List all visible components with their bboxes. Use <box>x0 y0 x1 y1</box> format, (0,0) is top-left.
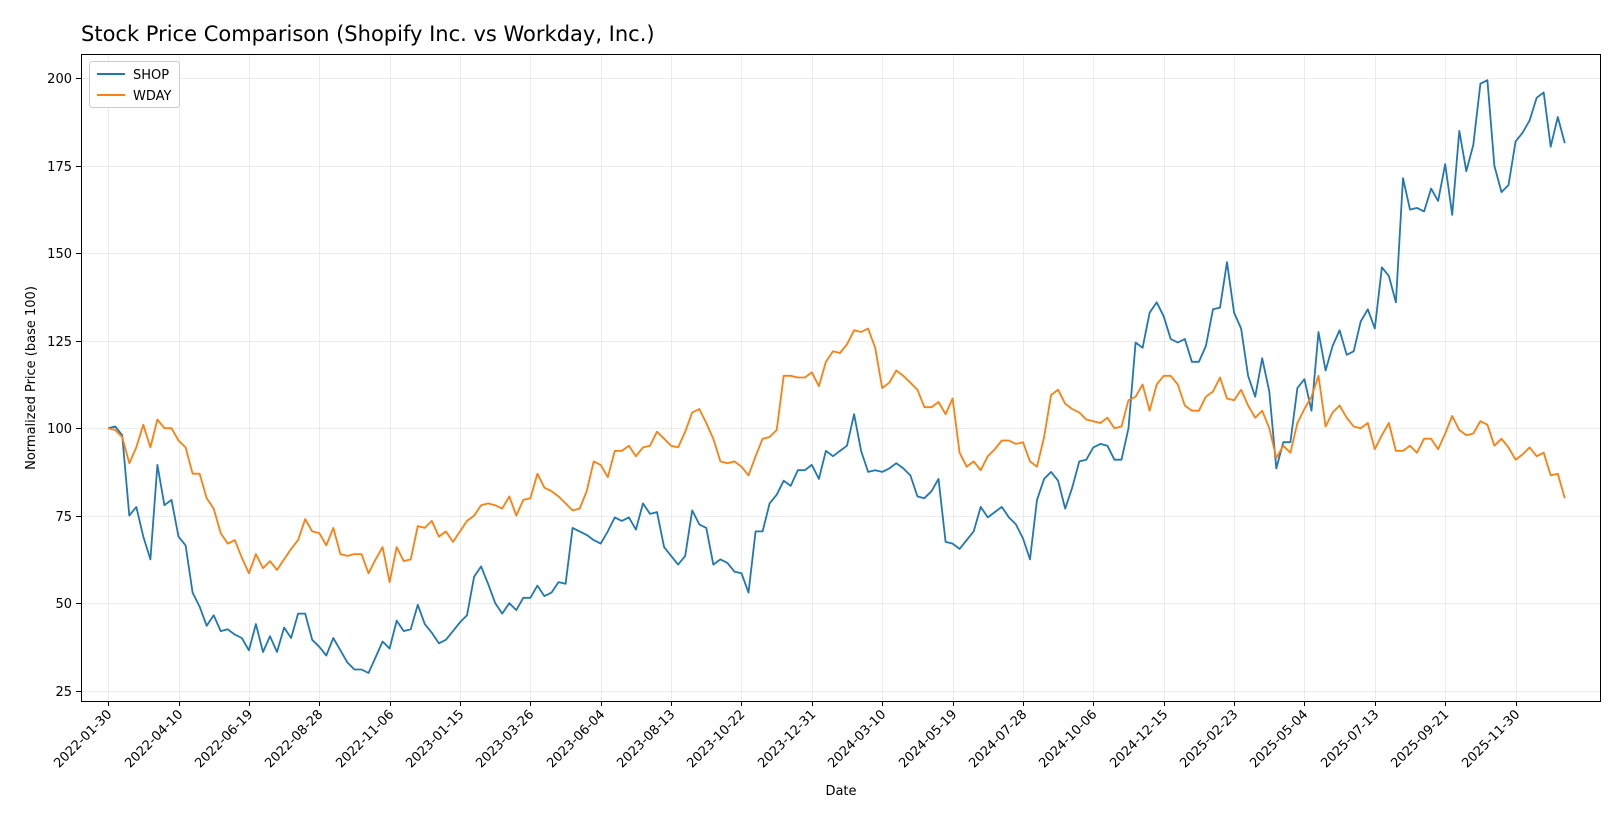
legend-label-shop: SHOP <box>133 68 169 83</box>
legend-label-wday: WDAY <box>133 89 172 104</box>
y-tick-label: 75 <box>55 510 72 525</box>
y-tick-label: 150 <box>47 247 72 262</box>
y-axis-label: Normalized Price (base 100) <box>24 286 39 470</box>
y-axis: 25 50 75 100 125 150 175 200 <box>47 72 81 700</box>
series-line-wday <box>107 327 1566 583</box>
series-lines <box>107 79 1566 674</box>
x-axis-label: Date <box>825 784 856 799</box>
chart-title: Stock Price Comparison (Shopify Inc. vs … <box>81 22 655 46</box>
y-tick-label: 50 <box>55 597 72 612</box>
y-tick-label: 25 <box>55 685 72 700</box>
series-line-shop <box>107 79 1566 674</box>
plot-frame <box>81 54 1601 702</box>
y-tick-label: 100 <box>47 422 72 437</box>
y-tick-label: 125 <box>47 335 72 350</box>
y-tick-label: 175 <box>47 160 72 175</box>
y-tick-label: 200 <box>47 72 72 87</box>
legend: SHOP WDAY <box>89 61 180 108</box>
grid <box>81 54 1600 701</box>
